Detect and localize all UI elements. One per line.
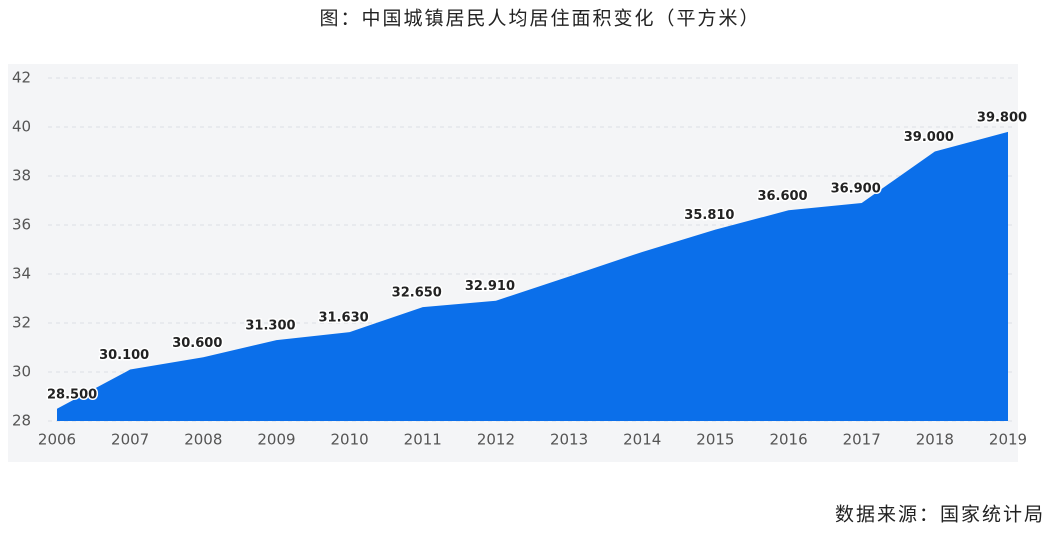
data-label: 30.100: [99, 348, 149, 363]
data-label: 35.810: [684, 208, 734, 223]
data-label: 30.600: [172, 336, 222, 351]
x-tick-label: 2011: [404, 431, 442, 449]
area: [57, 131, 1008, 421]
data-label: 36.900: [831, 181, 881, 196]
y-tick-label: 30: [12, 363, 31, 381]
chart-title: 图：中国城镇居民人均居住面积变化（平方米）: [319, 8, 760, 30]
data-label: 28.500: [47, 387, 97, 402]
x-tick-label: 2014: [623, 431, 661, 449]
x-tick-label: 2019: [989, 431, 1027, 449]
x-tick-label: 2017: [843, 431, 881, 449]
x-tick-label: 2018: [916, 431, 954, 449]
data-label: 31.630: [319, 311, 369, 326]
x-tick-label: 2013: [550, 431, 588, 449]
source-note: 数据来源：国家统计局: [835, 504, 1045, 526]
y-tick-label: 42: [12, 69, 31, 87]
data-label: 39.000: [904, 130, 954, 145]
x-tick-label: 2015: [696, 431, 734, 449]
y-tick-label: 32: [12, 314, 31, 332]
data-label: 36.600: [757, 189, 807, 204]
data-label: 32.650: [392, 286, 442, 301]
y-tick-label: 40: [12, 118, 31, 136]
y-tick-label: 28: [12, 412, 31, 430]
data-label: 39.800: [977, 110, 1027, 125]
y-tick-label: 36: [12, 216, 31, 234]
x-tick-label: 2010: [331, 431, 369, 449]
data-label: 32.910: [465, 279, 515, 294]
y-tick-label: 38: [12, 167, 31, 185]
x-tick-label: 2008: [184, 431, 222, 449]
x-tick-label: 2007: [111, 431, 149, 449]
x-tick-label: 2006: [38, 431, 76, 449]
x-tick-label: 2016: [769, 431, 807, 449]
x-tick-label: 2009: [257, 431, 295, 449]
data-label: 31.300: [245, 319, 295, 334]
y-tick-label: 34: [12, 265, 31, 283]
x-tick-label: 2012: [477, 431, 515, 449]
